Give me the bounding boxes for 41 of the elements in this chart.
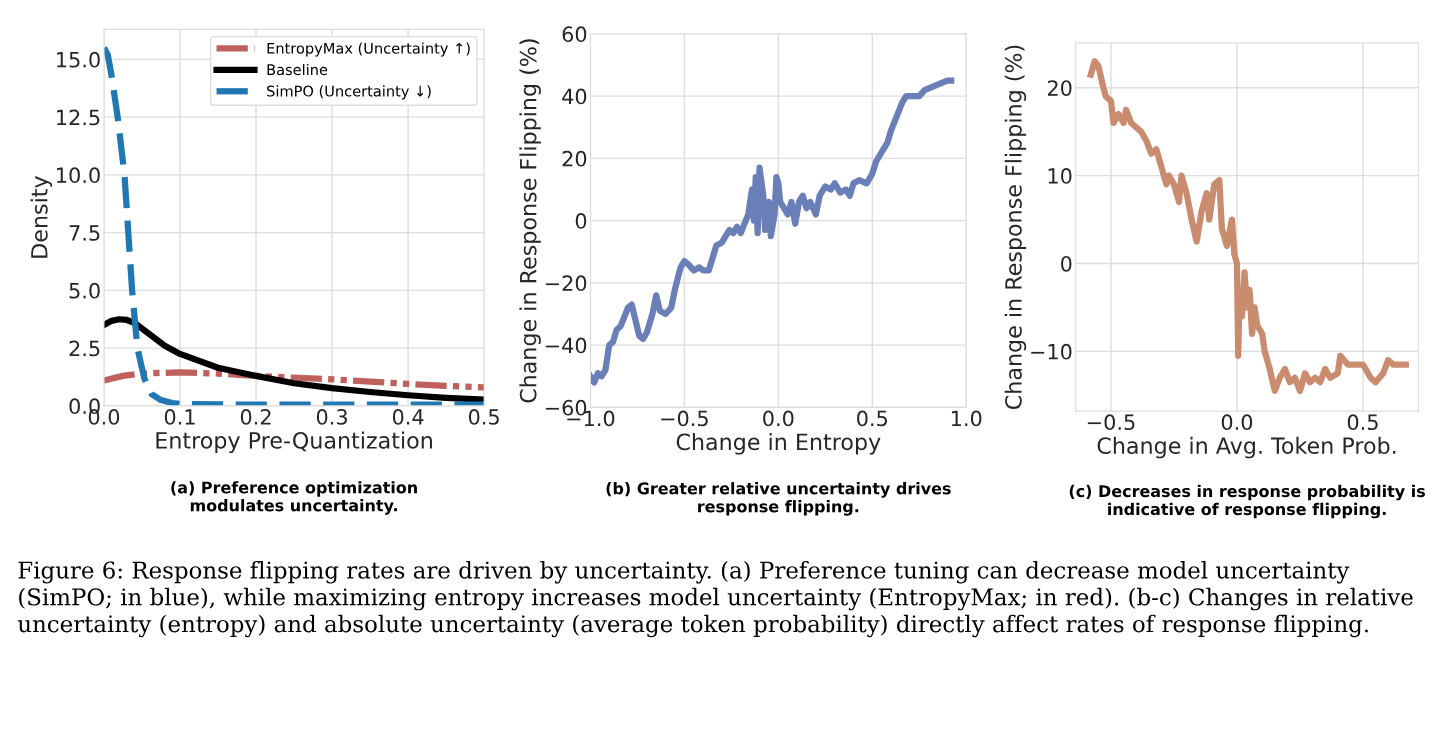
y-tick-label: 0 (1061, 255, 1072, 272)
y-tick-label: 2.5 (69, 340, 100, 357)
x-axis-title: Change in Avg. Token Prob. (1097, 436, 1396, 459)
y-tick-label: 60 (562, 26, 587, 43)
x-tick-label: 0.1 (164, 409, 195, 425)
x-tick-label: 0.4 (392, 409, 424, 425)
text: (a) Preference optimization modulates uncertainty. (171, 481, 417, 515)
x-tick-label: −0.5 (1087, 414, 1135, 431)
y-tick-label: −10 (1031, 343, 1072, 360)
y-tick-label: 15.0 (57, 51, 100, 68)
y-tick-label: 10 (1048, 168, 1072, 184)
caption: Figure 6: Response flipping rates are driven by uncertainty. (a) Preference tuning can decrease model uncertainty (SimPO; in blue), while maximizing entropy increases model uncertainty (EntropyMax; in red). (b-c) Changes in relative uncertainty (entropy) and absolute uncertainty (average token probability) directly affect rates of response flipping. (17, 560, 1413, 638)
y-axis-title: Change in Response Flipping (%) (519, 39, 541, 403)
legend-label: SimPO (Uncertainty ↓) (267, 85, 431, 100)
x-tick-label: 0.5 (468, 409, 499, 425)
x-axis-title: Change in Entropy (676, 433, 881, 455)
x-tick-label: −0.5 (661, 410, 708, 427)
x-tick-label: 0.2 (240, 409, 271, 425)
x-tick-label: 0.0 (763, 410, 794, 427)
x-tick-label: 0.0 (1221, 414, 1253, 431)
text: (b) Greater relative uncertainty drives response flipping. (606, 482, 951, 516)
y-tick-label: −40 (545, 337, 587, 354)
y-axis-title: Density (30, 176, 53, 258)
y-tick-label: 10.0 (57, 167, 100, 184)
y-tick-label: 20 (1047, 80, 1072, 96)
y-tick-label: 12.5 (57, 109, 100, 126)
legend-label: Baseline (267, 63, 328, 76)
legend-label: EntropyMax (Uncertainty ↑) (267, 42, 470, 57)
y-axis-title: Change in Response Flipping (%) (1004, 45, 1027, 410)
y-tick-label: 40 (562, 88, 587, 105)
x-tick-label: 0.5 (857, 410, 888, 427)
text: (c) Decreases in response probability is indicative of response flipping. (1069, 484, 1425, 519)
y-tick-label: 20 (562, 150, 587, 167)
y-tick-label: 5.0 (69, 282, 100, 299)
y-tick-label: 0 (575, 213, 587, 229)
y-tick-label: 7.5 (69, 225, 100, 241)
x-axis-title: Entropy Pre-Quantization (156, 431, 432, 454)
x-tick-label: 0.5 (1347, 414, 1378, 431)
y-tick-label: −20 (545, 275, 587, 292)
x-tick-label: 1.0 (951, 410, 982, 427)
x-tick-label: 0.3 (316, 409, 347, 425)
